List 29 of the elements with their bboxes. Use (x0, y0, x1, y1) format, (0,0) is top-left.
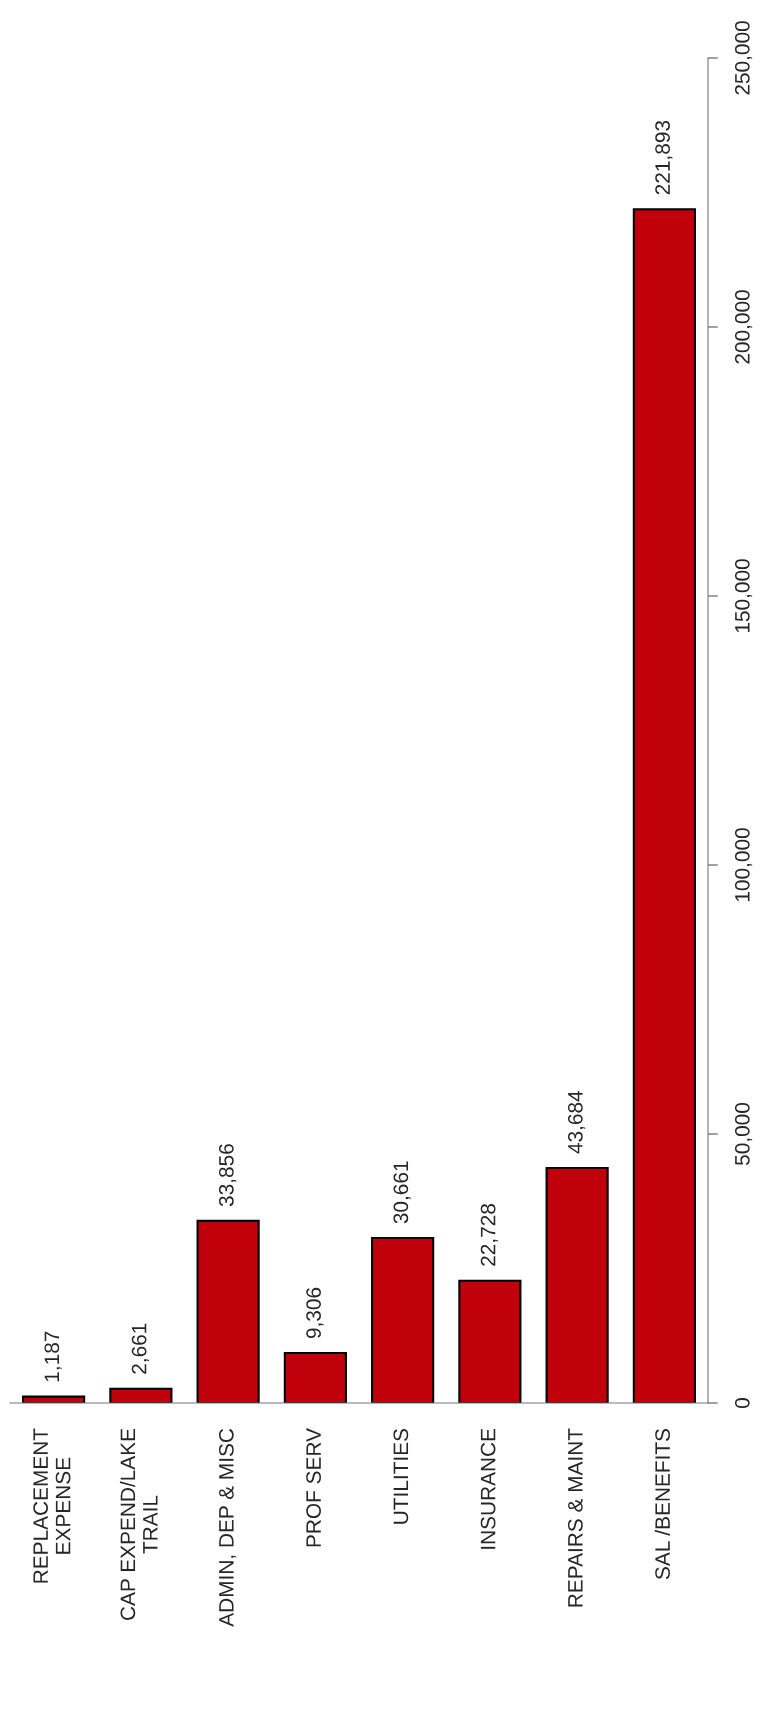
bar (545, 1166, 609, 1403)
data-label: 1,187 (44, 1331, 62, 1382)
data-label: 33,856 (218, 1144, 237, 1207)
x-tick-label: SAL /BENEFITS (654, 1428, 670, 1580)
bar (109, 1387, 173, 1403)
bar (632, 208, 696, 1403)
data-label: 2,661 (131, 1323, 149, 1374)
data-label: 30,661 (393, 1161, 411, 1224)
data-label: 43,684 (567, 1090, 586, 1154)
y-tick-label: 0 (734, 1398, 750, 1408)
x-tick-label: UTILITIES (393, 1428, 409, 1524)
x-tick-label: REPLACEMENT EXPENSE (33, 1428, 71, 1583)
x-tick-label: REPAIRS & MAINT (567, 1428, 583, 1607)
y-tick-label: 100,000 (734, 828, 753, 902)
data-label: 9,306 (306, 1287, 324, 1339)
data-label: 221,893 (655, 120, 673, 195)
y-tick-label: 250,000 (734, 21, 753, 95)
x-tick-label: PROF SERV (306, 1428, 321, 1547)
bar (283, 1351, 347, 1403)
bar (371, 1237, 435, 1403)
data-label: 22,728 (480, 1204, 498, 1266)
bar (196, 1219, 260, 1403)
y-tick-label: 150,000 (734, 559, 753, 633)
x-tick-label: CAP EXPEND/LAKE TRAIL (119, 1428, 158, 1620)
y-tick-label: 50,000 (734, 1102, 753, 1166)
y-tick-label: 200,000 (734, 290, 753, 364)
bar (458, 1279, 522, 1403)
x-tick-label: ADMIN, DEP & MISC (218, 1428, 237, 1627)
x-tick-label: INSURANCE (480, 1428, 496, 1549)
